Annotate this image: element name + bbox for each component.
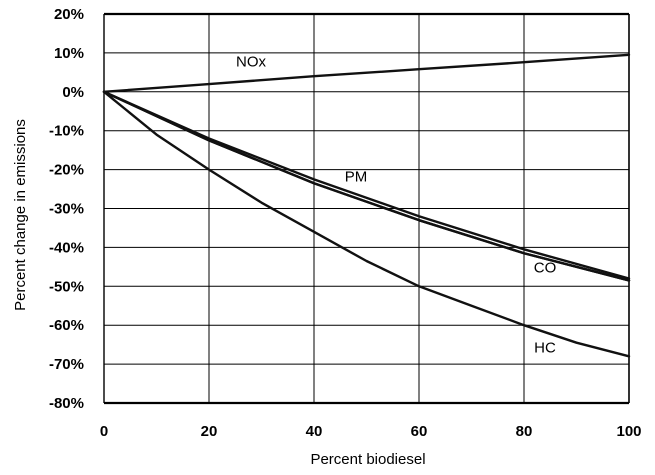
series-line-pm	[102, 90, 631, 280]
series-line-nox	[102, 53, 631, 94]
series-label-pm: PM	[345, 168, 368, 185]
tick-layer: 0 20 40 60 80 100 20% 10% 0% -10% -20% -30% -40% -50%…	[49, 6, 642, 440]
y-tick-label--80: -80%	[49, 395, 84, 412]
x-tick-label-80: 80	[516, 423, 533, 440]
series-line-unlabeled-2	[102, 90, 631, 282]
series-line-co	[102, 90, 631, 282]
series-layer	[102, 53, 631, 358]
series-label-nox: NOx	[236, 54, 267, 71]
y-tick-label--10: -10%	[49, 123, 84, 140]
series-label-hc: HC	[534, 339, 556, 356]
label-layer: NOx PM CO HC	[236, 54, 556, 357]
x-axis-title: Percent biodiesel	[310, 451, 425, 468]
y-tick-label--60: -60%	[49, 317, 84, 334]
x-tick-label-0: 0	[100, 423, 108, 440]
x-tick-label-60: 60	[411, 423, 428, 440]
grid-layer	[103, 12, 630, 405]
y-tick-label--40: -40%	[49, 239, 84, 256]
series-line-hc	[102, 90, 631, 358]
y-tick-label--30: -30%	[49, 201, 84, 218]
x-tick-label-100: 100	[616, 423, 641, 440]
x-tick-label-40: 40	[306, 423, 323, 440]
y-axis-title: Percent change in emissions	[12, 119, 29, 311]
y-tick-label-20: 20%	[54, 6, 84, 23]
series-label-co: CO	[534, 260, 557, 277]
y-tick-label--50: -50%	[49, 278, 84, 295]
y-tick-label--20: -20%	[49, 162, 84, 179]
y-tick-label-10: 10%	[54, 45, 84, 62]
y-tick-label-0: 0%	[62, 84, 84, 101]
x-tick-label-20: 20	[201, 423, 218, 440]
y-tick-label--70: -70%	[49, 356, 84, 373]
